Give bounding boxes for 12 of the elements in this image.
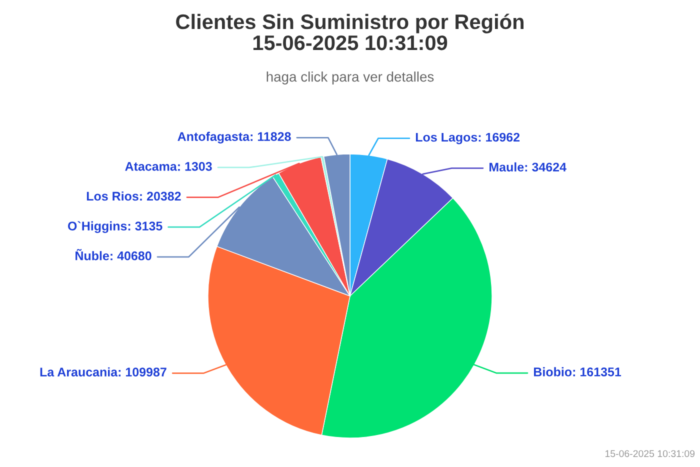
slice-label: Atacama: 1303	[125, 162, 212, 171]
chart-title: Clientes Sin Suministro por Región 15-06-2025 10:31:09	[176, 14, 524, 50]
slice-label: Los Rios: 20382	[86, 191, 181, 201]
slice-label: Ñuble: 40680	[76, 249, 152, 260]
slice-label: Antofagasta: 11828	[178, 132, 291, 144]
slice-label: Los Lagos: 16962	[416, 132, 520, 144]
slice-label: Maule: 34624	[490, 162, 566, 172]
slice-label: O`Higgins: 3135	[68, 221, 162, 234]
text: 15-06-2025 10:31:09	[605, 450, 695, 458]
slice-label: La Araucania: 109987	[40, 367, 166, 376]
slice-label: Biobio: 161351	[534, 367, 622, 376]
chart-subtitle: haga click para ver detalles	[266, 72, 434, 84]
